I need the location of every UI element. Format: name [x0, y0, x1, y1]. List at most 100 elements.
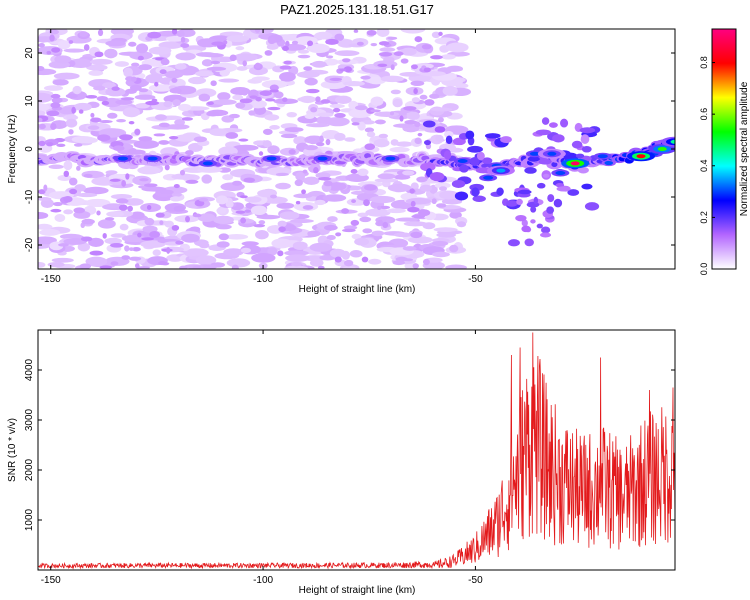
- spectrogram-cell: [232, 180, 243, 186]
- spectrogram-cell: [139, 178, 149, 182]
- spectrogram-cell: [262, 140, 272, 148]
- spectrogram-cell: [459, 164, 469, 173]
- spectrogram-cell: [63, 238, 88, 245]
- spectrogram-cell: [83, 186, 109, 195]
- spectrogram-cell: [49, 29, 59, 35]
- spectrogram-cell: [50, 93, 61, 99]
- spectrogram-y-ticks: -20 -10 0 10 20: [24, 47, 675, 252]
- spectrogram-cell: [389, 111, 395, 116]
- spectrogram-cell: [147, 156, 158, 161]
- spectrogram-cell: [154, 81, 159, 87]
- spectrogram-cell: [219, 69, 230, 77]
- spectrogram-cell: [284, 265, 309, 269]
- spectrogram-cell: [382, 221, 389, 229]
- spectrogram-cell: [471, 187, 480, 197]
- spectrogram-cell: [105, 203, 122, 209]
- spectrogram-cell: [63, 209, 74, 215]
- spectrogram-cell: [329, 248, 346, 258]
- spectrogram-cell: [400, 58, 409, 64]
- spectrogram-cell: [235, 210, 246, 214]
- spectrogram-cell: [296, 71, 320, 79]
- spectrogram-cell: [670, 139, 675, 144]
- spectrogram-cell: [529, 151, 540, 156]
- spectrogram-cell: [547, 151, 557, 156]
- spectrogram-cell: [96, 210, 101, 216]
- spectrogram-cell: [266, 44, 279, 50]
- spectrogram-cell: [173, 205, 185, 212]
- spectrogram-cell: [201, 174, 213, 184]
- spectrogram-cell: [206, 66, 227, 71]
- spectrogram-cell: [38, 65, 45, 72]
- spectrogram-cell: [334, 33, 345, 41]
- spectrogram-cell: [377, 63, 388, 68]
- spectrogram-cell: [527, 156, 540, 162]
- spectrogram-cell: [259, 90, 272, 96]
- spectrogram-cell: [171, 77, 178, 83]
- spectrogram-cell: [295, 200, 301, 205]
- spectrogram-cell: [276, 202, 295, 209]
- spectrogram-cell: [419, 94, 428, 100]
- spectrogram-cell: [215, 224, 232, 230]
- spectrogram-cell: [434, 182, 451, 189]
- spectrogram-cell: [349, 249, 363, 258]
- spectrogram-cell: [196, 110, 205, 115]
- spectrogram-cell: [176, 30, 185, 38]
- spectrogram-cell: [185, 150, 194, 156]
- spectrogram-cell: [334, 50, 360, 57]
- colorbar-tick-label: 0.6: [699, 108, 709, 121]
- spectrogram-cell: [430, 107, 453, 112]
- spectrogram-cell: [475, 167, 492, 174]
- spectrogram-cell: [206, 111, 220, 117]
- spectrogram-cell: [524, 167, 537, 174]
- spectrogram-cell: [373, 138, 390, 148]
- spectrogram-cell: [192, 265, 202, 269]
- snr-x-tick-label: -150: [41, 575, 61, 586]
- spectrogram-cell: [275, 172, 289, 176]
- spectrogram-cell: [378, 133, 389, 139]
- spectrogram-cell: [145, 100, 160, 106]
- spectrogram-cell: [418, 209, 427, 214]
- spectrogram-cell: [38, 140, 46, 147]
- spectrogram-cell: [327, 216, 338, 223]
- spectrogram-cell: [359, 216, 372, 223]
- spectrogram-x-tick-label: -150: [41, 274, 61, 285]
- spectrogram-cell: [83, 44, 90, 51]
- spectrogram-cell: [472, 195, 486, 202]
- spectrogram-cell: [110, 233, 126, 238]
- spectrogram-cell: [286, 112, 298, 118]
- spectrogram-cell: [350, 219, 360, 226]
- spectrogram-cell: [584, 202, 600, 211]
- spectrogram-cell: [180, 36, 186, 43]
- colorbar-tick-label: 0.0: [699, 263, 709, 276]
- spectrogram-cell: [77, 242, 91, 252]
- spectrogram-cell: [348, 108, 372, 119]
- spectrogram-cell: [73, 143, 83, 147]
- chart-title: PAZ1.2025.131.18.51.G17: [280, 2, 434, 17]
- spectrogram-cell: [80, 236, 93, 242]
- spectrogram-cell: [484, 133, 501, 139]
- spectrogram-cell: [410, 80, 425, 87]
- spectrogram-cell: [307, 230, 321, 237]
- spectrogram-cell: [97, 29, 104, 37]
- spectrogram-cell: [305, 88, 320, 94]
- spectrogram-cell: [175, 63, 187, 70]
- spectrogram-cell: [51, 97, 63, 104]
- spectrogram-cell: [72, 85, 82, 95]
- spectrogram-cell: [118, 204, 128, 211]
- spectrogram-cell: [261, 80, 288, 89]
- spectrogram-cell: [400, 47, 417, 56]
- spectrogram-cell: [342, 58, 351, 63]
- spectrogram-cell: [169, 87, 182, 94]
- spectrogram-cell: [376, 205, 382, 210]
- spectrogram-cell: [288, 149, 296, 155]
- spectrogram-y-tick-label: 20: [24, 47, 35, 59]
- spectrogram-cell: [335, 95, 352, 104]
- colorbar-label: Normalized spectral amplitude: [739, 81, 750, 216]
- spectrogram-cell: [159, 69, 167, 75]
- spectrogram-cell: [533, 196, 539, 205]
- spectrogram-cell: [304, 113, 315, 119]
- spectrogram-cell: [313, 167, 319, 174]
- spectrogram-cell: [137, 266, 150, 269]
- spectrogram-cell: [109, 178, 121, 182]
- spectrogram-cell: [402, 170, 415, 176]
